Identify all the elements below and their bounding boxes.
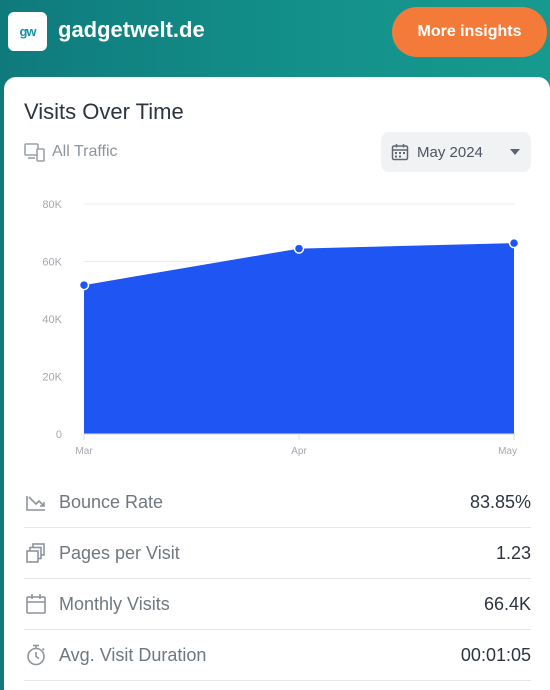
metric-label: Bounce Rate — [59, 491, 164, 512]
site-name: gadgetwelt.de — [58, 17, 205, 42]
metrics-list: Bounce Rate 83.85% Pages per Visit 1.23 … — [24, 477, 531, 681]
metric-bounce-rate: Bounce Rate 83.85% — [24, 477, 531, 528]
metric-label: Pages per Visit — [59, 542, 180, 563]
more-insights-button[interactable]: More insights — [392, 7, 547, 57]
metric-value: 66.4K — [483, 593, 531, 614]
chevron-down-icon — [510, 149, 520, 155]
site-logo: gw — [8, 12, 47, 51]
month-select-value: May 2024 — [417, 143, 483, 161]
calendar-icon — [391, 144, 409, 161]
y-axis: 0 20K 40K 60K 80K — [42, 199, 62, 441]
visits-card: Visits Over Time All Traffic May 2024 0 2… — [4, 77, 550, 690]
stopwatch-icon — [27, 644, 45, 666]
traffic-filter-label: All Traffic — [52, 143, 118, 160]
data-point — [78, 279, 90, 291]
trend-icon — [26, 496, 45, 511]
data-point — [508, 237, 520, 249]
data-points — [78, 237, 520, 291]
y-tick-label: 40K — [42, 314, 62, 326]
y-tick-label: 80K — [42, 199, 62, 211]
metric-avg-visit-duration: Avg. Visit Duration 00:01:05 — [24, 630, 531, 681]
data-point — [293, 243, 305, 254]
top-bar: gw gadgetwelt.de More insights — [0, 0, 550, 66]
devices-icon — [24, 143, 45, 162]
metric-pages-per-visit: Pages per Visit 1.23 — [24, 528, 531, 579]
traffic-filter[interactable]: All Traffic — [24, 141, 118, 163]
metric-label: Avg. Visit Duration — [59, 644, 207, 665]
y-tick-label: 20K — [42, 372, 62, 384]
x-tick-label: May — [498, 446, 517, 457]
metric-value: 83.85% — [469, 491, 531, 512]
x-tick-label: Mar — [75, 446, 93, 457]
card-title: Visits Over Time — [24, 99, 184, 124]
y-tick-label: 60K — [42, 257, 62, 269]
visits-area — [84, 243, 514, 434]
metric-value: 1.23 — [495, 542, 531, 563]
visits-chart: 0 20K 40K 60K 80K Mar Apr May — [42, 199, 520, 457]
pages-icon — [26, 543, 45, 563]
logo-text: gw — [19, 24, 36, 39]
x-axis: Mar Apr May — [75, 433, 517, 457]
y-tick-label: 0 — [56, 429, 62, 441]
month-select[interactable]: May 2024 — [381, 132, 531, 172]
metric-monthly-visits: Monthly Visits 66.4K — [24, 579, 531, 630]
x-tick-label: Apr — [291, 446, 307, 457]
metric-value: 00:01:05 — [460, 644, 531, 665]
calendar-icon — [26, 594, 46, 614]
metric-label: Monthly Visits — [59, 593, 170, 614]
